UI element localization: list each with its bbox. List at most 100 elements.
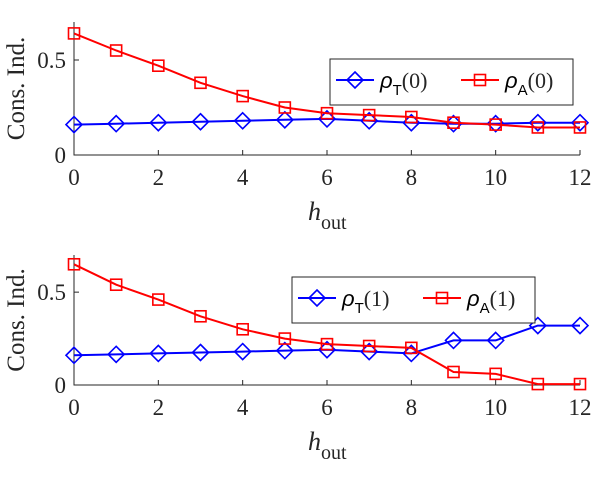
data-point — [275, 341, 294, 360]
data-point — [573, 377, 587, 391]
data-point — [67, 27, 81, 40]
legend-item: ρT(0) — [336, 68, 427, 99]
legend-label: ρT(0) — [379, 68, 427, 99]
series-line — [73, 32, 580, 129]
legend-label: ρT(1) — [341, 286, 389, 317]
data-point — [64, 346, 84, 365]
data-point — [67, 257, 81, 271]
legend-box — [291, 276, 536, 324]
y-tick-label: 0.5 — [37, 48, 66, 73]
x-tick-label: 8 — [406, 395, 418, 420]
data-point — [362, 108, 376, 122]
data-point — [149, 113, 168, 132]
data-point — [528, 113, 547, 132]
data-point — [405, 341, 418, 355]
data-point — [107, 345, 126, 364]
data-point — [320, 106, 334, 120]
legend-label: ρA(1) — [466, 286, 515, 317]
legend-symbol: ρ — [466, 286, 480, 311]
x-axis-label-subscript: out — [321, 442, 347, 464]
legend-argument: (1) — [364, 286, 390, 311]
series-line — [73, 263, 580, 386]
data-point — [236, 89, 249, 103]
data-point — [275, 110, 294, 129]
data-point — [149, 344, 168, 363]
legend-item: ρT(1) — [298, 286, 389, 317]
x-tick-label: 12 — [569, 165, 592, 190]
data-point — [152, 59, 165, 73]
data-point — [486, 331, 505, 350]
legend-argument: (1) — [490, 286, 516, 311]
data-point — [531, 121, 545, 134]
data-point — [109, 44, 123, 57]
legend-subscript: T — [393, 82, 402, 99]
data-point — [191, 343, 210, 362]
y-axis-label: Cons. Ind. — [3, 268, 30, 371]
legend-marker — [473, 73, 487, 87]
y-tick-label: 0 — [55, 143, 67, 168]
data-point — [109, 278, 123, 292]
x-axis-label-subscript: out — [321, 212, 347, 234]
legend-argument: (0) — [528, 68, 554, 93]
x-axis-label-symbol: h — [308, 427, 321, 456]
legend-item: ρA(1) — [423, 286, 515, 317]
data-point — [570, 316, 590, 335]
data-point — [362, 339, 376, 353]
data-point — [233, 342, 252, 361]
x-tick-label: 2 — [153, 395, 165, 420]
y-tick-label: 0.5 — [37, 280, 66, 305]
data-point — [405, 110, 418, 124]
data-point — [152, 293, 165, 306]
data-point — [194, 76, 207, 90]
legend-marker — [345, 70, 365, 90]
y-tick-label: 0 — [55, 373, 67, 398]
data-point — [489, 367, 502, 381]
data-point — [236, 322, 249, 336]
legend: ρT(0) ρA(0) — [329, 58, 574, 106]
x-tick-label: 2 — [153, 165, 165, 190]
series-square-2 — [67, 27, 587, 134]
x-tick-label: 4 — [237, 165, 249, 190]
data-point — [278, 332, 292, 345]
data-point — [489, 118, 502, 131]
x-tick-label: 4 — [237, 395, 249, 420]
legend-label: ρA(0) — [504, 68, 553, 99]
data-point — [191, 112, 210, 131]
x-tick-label: 12 — [569, 395, 592, 420]
data-point — [194, 309, 207, 323]
data-point — [278, 101, 292, 114]
x-axis-label: hout — [308, 427, 347, 464]
legend-subscript: A — [480, 300, 490, 317]
legend-symbol: ρ — [379, 68, 393, 93]
data-point — [233, 111, 252, 130]
legend-marker — [435, 291, 449, 305]
data-point — [64, 115, 84, 134]
x-tick-label: 6 — [321, 165, 333, 190]
legend-box — [329, 58, 574, 106]
data-point — [107, 114, 126, 133]
legend-symbol: ρ — [504, 68, 518, 93]
x-tick-label: 0 — [68, 395, 80, 420]
legend-subscript: T — [355, 300, 364, 317]
y-axis-label: Cons. Ind. — [3, 37, 30, 140]
x-tick-label: 8 — [406, 165, 418, 190]
series-diamond-1 — [64, 316, 590, 365]
legend-item: ρA(0) — [461, 68, 553, 99]
data-point — [531, 377, 545, 391]
x-axis-label: hout — [308, 197, 347, 234]
data-point — [570, 113, 590, 132]
series-square-2 — [67, 257, 587, 391]
data-point — [447, 116, 460, 129]
x-axis-label-symbol: h — [308, 197, 321, 226]
x-tick-label: 6 — [321, 395, 333, 420]
legend-argument: (0) — [402, 68, 428, 93]
data-point — [573, 121, 587, 134]
x-tick-label: 10 — [484, 165, 507, 190]
legend: ρT(1) ρA(1) — [291, 276, 536, 324]
data-point — [447, 365, 460, 379]
data-point — [320, 337, 334, 351]
legend-marker — [307, 288, 327, 308]
